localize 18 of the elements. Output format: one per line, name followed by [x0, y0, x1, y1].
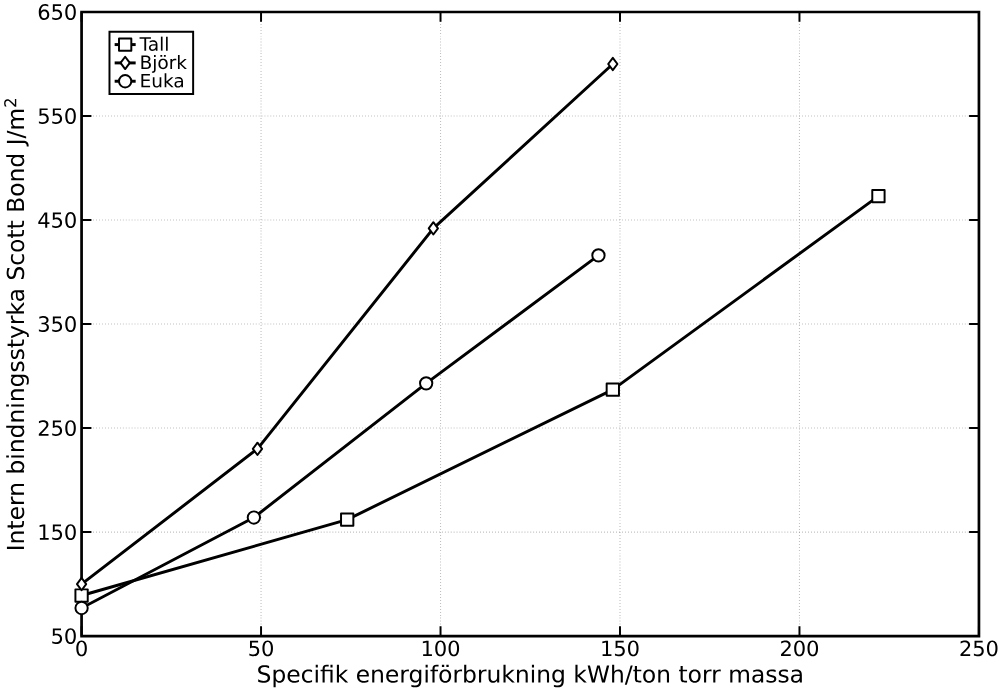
x-tick-label: 0: [76, 640, 87, 657]
y-tick-label: 650: [38, 3, 76, 20]
x-tick-label: 200: [781, 640, 819, 657]
y-tick-label: 150: [39, 523, 76, 540]
y-tick-label: 450: [38, 211, 76, 228]
x-axis-title: Specifik energiförbrukning kWh/ton torr massa: [258, 664, 802, 688]
x-tick-label: 150: [602, 640, 639, 657]
legend-label: Tall: [139, 36, 168, 51]
legend-label: Björk: [141, 54, 187, 73]
y-tick-label: 50: [52, 627, 76, 644]
legend-label: Euka: [141, 73, 183, 88]
y-axis-title: Intern bindningsstyrka Scott Bond J/m$^{2}$: [4, 98, 29, 549]
x-tick-label: 250: [960, 640, 998, 657]
x-tick-label: 50: [249, 640, 273, 657]
y-tick-label: 350: [38, 315, 76, 332]
x-tick-label: 100: [422, 640, 460, 657]
y-tick-label: 550: [38, 107, 76, 124]
y-tick-label: 250: [38, 419, 76, 436]
